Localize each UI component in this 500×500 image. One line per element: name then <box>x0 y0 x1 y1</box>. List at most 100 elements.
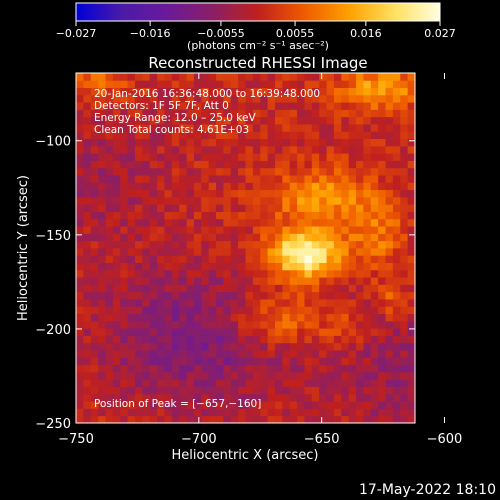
heatmap-cell <box>341 415 350 424</box>
heatmap-cell <box>83 255 92 263</box>
heatmap-cell <box>326 371 335 380</box>
heatmap-cell <box>76 182 84 191</box>
heatmap-cell <box>267 94 276 103</box>
heatmap-cell <box>333 313 342 322</box>
heatmap-cell <box>378 226 386 234</box>
heatmap-cell <box>356 335 364 344</box>
heatmap-cell <box>112 262 121 271</box>
heatmap-cell <box>304 284 313 293</box>
heatmap-cell <box>260 145 269 154</box>
heatmap-cell <box>76 357 84 366</box>
heatmap-cell <box>186 116 195 125</box>
y-tick-label: −100 <box>35 135 71 150</box>
heatmap-cell <box>90 248 99 256</box>
heatmap-cell <box>134 415 143 424</box>
heatmap-cell <box>392 255 401 263</box>
heatmap-cell <box>333 371 342 380</box>
heatmap-cell <box>319 167 327 176</box>
heatmap-cell <box>90 233 99 242</box>
heatmap-cell <box>378 313 386 322</box>
heatmap-cell <box>370 131 379 140</box>
heatmap-cell <box>230 401 239 409</box>
heatmap-cell <box>120 145 128 154</box>
heatmap-cell <box>171 248 180 256</box>
heatmap-cell <box>112 364 121 373</box>
heatmap-cell <box>238 189 246 198</box>
heatmap-cell <box>297 393 305 402</box>
heatmap-cell <box>230 248 239 256</box>
heatmap-cell <box>370 87 379 96</box>
heatmap-cell <box>341 233 350 242</box>
heatmap-cell <box>76 415 84 424</box>
heatmap-cell <box>105 124 114 132</box>
heatmap-cell <box>112 357 121 366</box>
heatmap-cell <box>164 328 173 336</box>
heatmap-cell <box>142 182 151 191</box>
heatmap-cell <box>142 320 151 329</box>
heatmap-cell <box>230 269 239 278</box>
heatmap-cell <box>385 262 394 271</box>
heatmap-cell <box>171 306 180 315</box>
heatmap-cell <box>378 379 386 387</box>
heatmap-cell <box>289 350 298 358</box>
heatmap-cell <box>304 364 313 373</box>
heatmap-cell <box>274 379 283 387</box>
heatmap-cell <box>282 328 291 336</box>
heatmap-cell <box>186 124 195 132</box>
heatmap-cell <box>356 94 364 103</box>
heatmap-cell <box>134 233 143 242</box>
heatmap-cell <box>90 255 99 263</box>
heatmap-cell <box>164 87 173 96</box>
heatmap-cell <box>83 342 92 351</box>
heatmap-cell <box>274 204 283 212</box>
heatmap-cell <box>164 226 173 234</box>
heatmap-cell <box>142 284 151 293</box>
heatmap-cell <box>120 415 128 424</box>
heatmap-cell <box>76 94 84 103</box>
heatmap-cell <box>127 386 136 395</box>
heatmap-cell <box>83 116 92 125</box>
heatmap-cell <box>304 131 313 140</box>
heatmap-cell <box>400 131 409 140</box>
heatmap-cell <box>333 138 342 147</box>
heatmap-cell <box>201 233 210 242</box>
heatmap-cell <box>216 131 224 140</box>
heatmap-cell <box>142 87 151 96</box>
heatmap-cell <box>142 342 151 351</box>
heatmap-cell <box>378 109 386 118</box>
heatmap-cell <box>407 153 416 161</box>
heatmap-cell <box>289 233 298 242</box>
heatmap-cell <box>179 102 187 110</box>
heatmap-cell <box>311 87 320 96</box>
heatmap-cell <box>363 175 372 183</box>
heatmap-cell <box>267 408 276 417</box>
heatmap-cell <box>274 145 283 154</box>
heatmap-cell <box>98 94 106 103</box>
heatmap-cell <box>164 408 173 417</box>
heatmap-cell <box>230 175 239 183</box>
heatmap-cell <box>297 80 305 88</box>
heatmap-cell <box>356 131 364 140</box>
heatmap-cell <box>319 196 327 205</box>
heatmap-cell <box>333 408 342 417</box>
heatmap-cell <box>208 328 217 336</box>
heatmap-cell <box>76 291 84 300</box>
heatmap-cell <box>76 364 84 373</box>
heatmap-cell <box>333 357 342 366</box>
heatmap-cell <box>238 320 246 329</box>
heatmap-cell <box>216 393 224 402</box>
heatmap-cell <box>245 393 254 402</box>
heatmap-cell <box>208 306 217 315</box>
heatmap-cell <box>245 291 254 300</box>
heatmap-cell <box>356 240 364 249</box>
heatmap-cell <box>363 371 372 380</box>
heatmap-cell <box>378 371 386 380</box>
heatmap-cell <box>90 262 99 271</box>
heatmap-cell <box>392 299 401 307</box>
heatmap-cell <box>179 153 187 161</box>
heatmap-cell <box>348 408 357 417</box>
heatmap-cell <box>171 335 180 344</box>
heatmap-cell <box>392 284 401 293</box>
heatmap-cell <box>105 145 114 154</box>
heatmap-cell <box>76 313 84 322</box>
